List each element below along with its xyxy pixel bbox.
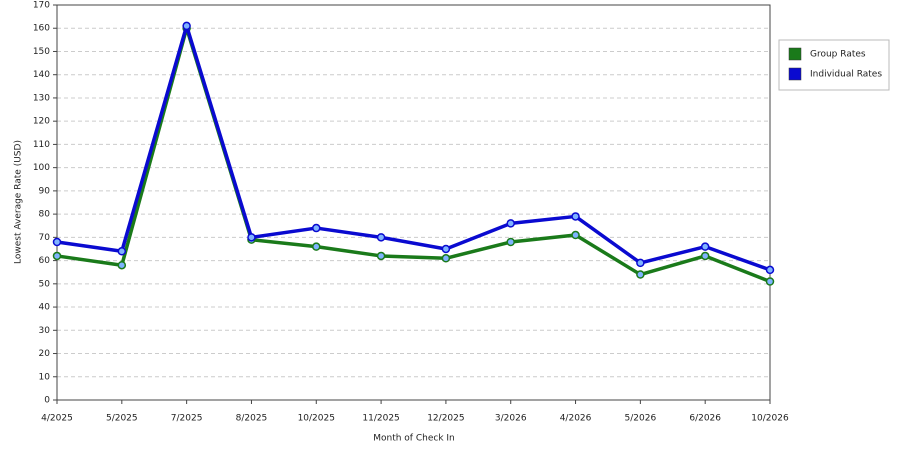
y-tick-label: 120 bbox=[33, 117, 50, 127]
legend-box bbox=[778, 39, 890, 91]
data-point bbox=[700, 242, 710, 251]
data-point bbox=[441, 244, 451, 254]
x-tick-label: 5/2026 bbox=[625, 414, 657, 424]
y-tick-label: 130 bbox=[33, 93, 50, 103]
data-point bbox=[765, 277, 775, 286]
x-tick-label: 6/2026 bbox=[689, 414, 721, 424]
data-point bbox=[571, 230, 580, 240]
y-tick-label: 160 bbox=[33, 24, 50, 34]
data-point bbox=[52, 237, 62, 247]
x-tick-label: 10/2025 bbox=[298, 414, 335, 424]
y-tick-label: 150 bbox=[33, 47, 50, 57]
data-point bbox=[247, 233, 256, 242]
x-tick-label: 10/2026 bbox=[751, 414, 789, 424]
data-point bbox=[636, 270, 645, 279]
data-point bbox=[376, 233, 386, 242]
data-point bbox=[117, 260, 127, 270]
x-tick-label: 8/2025 bbox=[236, 414, 268, 424]
y-tick-label: 50 bbox=[39, 279, 51, 289]
plot-frame bbox=[56, 4, 771, 401]
data-point bbox=[117, 247, 127, 256]
x-tick-label: 5/2025 bbox=[106, 414, 138, 424]
legend-swatch bbox=[788, 47, 802, 61]
y-tick-label: 100 bbox=[33, 163, 50, 173]
x-tick-label: 11/2025 bbox=[362, 414, 399, 424]
y-tick-label: 70 bbox=[39, 233, 51, 243]
y-tick-label: 0 bbox=[44, 396, 50, 406]
x-tick-label: 4/2025 bbox=[41, 414, 73, 424]
data-point bbox=[700, 251, 710, 261]
data-point bbox=[312, 242, 321, 251]
data-point bbox=[571, 212, 580, 221]
data-point bbox=[506, 219, 515, 228]
y-tick-label: 30 bbox=[39, 326, 51, 336]
y-tick-label: 140 bbox=[33, 70, 50, 80]
y-tick-label: 110 bbox=[33, 140, 50, 150]
y-axis-title: Lowest Average Rate (USD) bbox=[14, 140, 24, 264]
y-tick-label: 40 bbox=[39, 303, 51, 313]
data-point bbox=[52, 251, 62, 261]
x-tick-label: 3/2026 bbox=[495, 414, 527, 424]
x-axis-title: Month of Check In bbox=[373, 434, 455, 444]
y-tick-label: 80 bbox=[39, 210, 51, 220]
legend-label: Group Rates bbox=[810, 50, 866, 60]
y-tick-label: 170 bbox=[33, 1, 50, 11]
data-point bbox=[636, 258, 645, 268]
data-point bbox=[182, 21, 191, 31]
data-point bbox=[765, 265, 775, 275]
x-tick-label: 12/2025 bbox=[427, 414, 464, 424]
data-point bbox=[376, 251, 386, 261]
y-tick-label: 60 bbox=[39, 256, 51, 266]
data-point bbox=[312, 223, 321, 233]
data-point bbox=[506, 237, 515, 247]
series-line bbox=[56, 24, 771, 272]
y-tick-label: 20 bbox=[39, 349, 51, 359]
legend-swatch bbox=[788, 67, 802, 81]
x-tick-label: 4/2026 bbox=[560, 414, 592, 424]
y-tick-label: 10 bbox=[39, 372, 51, 382]
legend-label: Individual Rates bbox=[810, 70, 882, 80]
y-tick-label: 90 bbox=[39, 186, 51, 196]
data-point bbox=[441, 254, 451, 263]
x-tick-label: 7/2025 bbox=[171, 414, 203, 424]
